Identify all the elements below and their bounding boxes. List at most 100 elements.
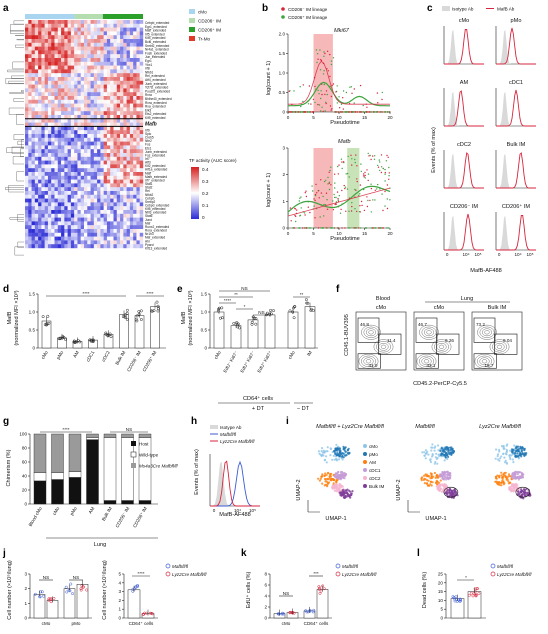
heatmap-cell bbox=[133, 46, 137, 51]
data-point bbox=[337, 227, 339, 229]
heatmap-cell bbox=[70, 118, 75, 123]
umap-point bbox=[339, 473, 343, 477]
heatmap-cell bbox=[38, 240, 42, 245]
heatmap-cell bbox=[84, 80, 88, 85]
heatmap-cell bbox=[97, 175, 101, 180]
heatmap-cell bbox=[67, 42, 72, 47]
heatmap-cell bbox=[97, 54, 101, 59]
heatmap-cell bbox=[34, 58, 39, 62]
heatmap-cell bbox=[139, 175, 144, 180]
gate bbox=[473, 353, 497, 369]
heatmap-cell bbox=[67, 191, 72, 195]
histogram-title: AM bbox=[460, 80, 469, 86]
heatmap-cell bbox=[28, 111, 32, 116]
heatmap-cell bbox=[93, 103, 98, 108]
heatmap-cell bbox=[126, 31, 131, 36]
gate-value: 11.4 bbox=[387, 338, 396, 343]
heatmap-cell bbox=[57, 42, 62, 47]
y-tick-label: 0 bbox=[282, 226, 285, 231]
data-point bbox=[289, 207, 292, 209]
heatmap-cell bbox=[61, 46, 65, 51]
heatmap-cell bbox=[103, 172, 108, 176]
heatmap-cell bbox=[25, 96, 29, 100]
heatmap-cell bbox=[70, 217, 75, 222]
y-tick-label: 1.0 bbox=[279, 71, 286, 76]
heatmap-cell bbox=[97, 126, 101, 131]
heatmap-cell bbox=[113, 69, 117, 74]
heatmap-cell bbox=[103, 240, 108, 245]
heatmap-cell bbox=[93, 198, 98, 203]
heatmap-cell bbox=[129, 122, 134, 127]
heatmap-cell bbox=[113, 99, 117, 104]
contour bbox=[368, 330, 374, 335]
heatmap-cell bbox=[77, 73, 81, 78]
heatmap-cell bbox=[84, 61, 88, 66]
heatmap-cell bbox=[28, 115, 32, 119]
heatmap-cell bbox=[34, 130, 39, 135]
heatmap-cell bbox=[126, 61, 131, 66]
heatmap-cell bbox=[123, 160, 127, 165]
heatmap-cell bbox=[106, 58, 111, 62]
heatmap-cell bbox=[80, 202, 85, 207]
data-point bbox=[134, 585, 138, 589]
stacked-segment bbox=[121, 437, 134, 501]
heatmap-cell bbox=[136, 39, 140, 43]
heatmap-cell bbox=[120, 134, 124, 138]
heatmap-cell bbox=[44, 145, 49, 150]
heatmap-cell bbox=[110, 107, 114, 112]
gate-value: 9.04 bbox=[503, 338, 512, 343]
heatmap-cell bbox=[34, 187, 39, 192]
heatmap-cell bbox=[120, 175, 124, 180]
heatmap-cell bbox=[97, 191, 101, 195]
umap-point bbox=[512, 483, 515, 486]
heatmap-cell bbox=[70, 73, 75, 78]
i-title-1: Mafbfl/fl + Lyz2Cre Mafbfl/fl bbox=[316, 424, 385, 430]
data-point bbox=[384, 205, 386, 207]
heatmap-cell bbox=[70, 213, 75, 218]
heatmap-cell bbox=[80, 221, 85, 226]
data-point bbox=[360, 200, 363, 203]
heatmap-cell bbox=[103, 42, 108, 47]
heatmap-cell bbox=[139, 240, 144, 245]
heatmap-cell bbox=[129, 213, 134, 218]
heatmap-cell bbox=[100, 61, 104, 66]
heatmap-cell bbox=[103, 73, 108, 78]
contour bbox=[421, 357, 432, 366]
heatmap-cell bbox=[80, 77, 85, 81]
heatmap-cell bbox=[54, 39, 58, 43]
heatmap-cell bbox=[139, 96, 144, 100]
heatmap-cell bbox=[90, 225, 95, 230]
data-point bbox=[376, 92, 379, 94]
heatmap-cell bbox=[25, 179, 29, 184]
heatmap-cell bbox=[54, 23, 58, 28]
data-point bbox=[220, 316, 224, 320]
heatmap-cell bbox=[103, 61, 108, 66]
umap-point bbox=[505, 462, 509, 465]
heatmap-cell bbox=[133, 96, 137, 100]
umap-point bbox=[450, 453, 453, 456]
dendrogram-branch bbox=[5, 187, 24, 190]
heatmap-cell bbox=[28, 92, 32, 97]
heatmap-cell bbox=[34, 217, 39, 222]
heatmap-cell bbox=[51, 145, 55, 150]
sig-mark: NS bbox=[43, 575, 49, 580]
y-tick-label: 2.0 bbox=[279, 32, 286, 37]
umap-point bbox=[524, 494, 527, 497]
umap-point bbox=[513, 444, 516, 447]
heatmap-cell bbox=[70, 130, 75, 135]
umap-point bbox=[435, 485, 438, 488]
data-point bbox=[321, 93, 323, 96]
heatmap-cell bbox=[80, 141, 85, 146]
data-point bbox=[328, 188, 331, 191]
j-legend: Mafbfl/fl Lyz2Cre Mafbfl/fl bbox=[165, 563, 207, 577]
heatmap-cell bbox=[47, 153, 52, 157]
legend-label-trmo: Tr-Mo bbox=[198, 37, 211, 42]
heatmap-cell bbox=[97, 244, 101, 249]
heatmap-cell bbox=[103, 202, 108, 207]
heatmap-cell bbox=[70, 92, 75, 97]
heatmap-cell bbox=[126, 73, 131, 78]
heatmap-cell bbox=[64, 229, 68, 233]
heatmap-cell bbox=[57, 31, 62, 36]
heatmap-cell bbox=[51, 183, 55, 188]
panel-g-label: g bbox=[3, 416, 9, 427]
